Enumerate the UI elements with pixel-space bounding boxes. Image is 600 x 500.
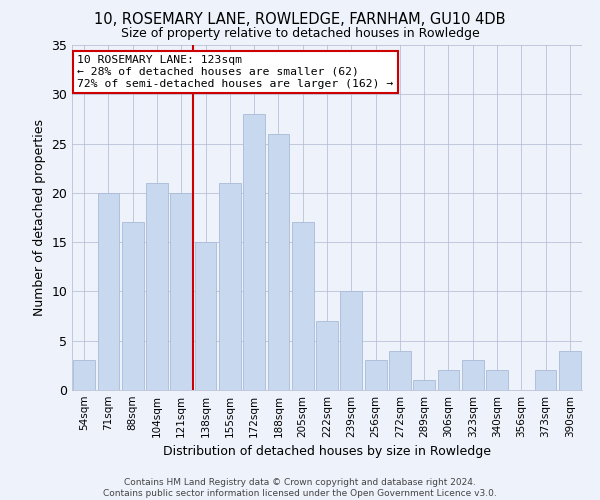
Bar [437, 370, 460, 390]
Bar [559, 350, 581, 390]
Bar [316, 321, 338, 390]
Y-axis label: Number of detached properties: Number of detached properties [33, 119, 46, 316]
Bar [97, 193, 119, 390]
Bar [535, 370, 556, 390]
Bar [413, 380, 435, 390]
Text: Contains HM Land Registry data © Crown copyright and database right 2024.
Contai: Contains HM Land Registry data © Crown c… [103, 478, 497, 498]
Bar [194, 242, 217, 390]
Bar [73, 360, 95, 390]
Bar [389, 350, 411, 390]
Bar [219, 183, 241, 390]
Bar [122, 222, 143, 390]
Text: 10, ROSEMARY LANE, ROWLEDGE, FARNHAM, GU10 4DB: 10, ROSEMARY LANE, ROWLEDGE, FARNHAM, GU… [94, 12, 506, 28]
Bar [170, 193, 192, 390]
X-axis label: Distribution of detached houses by size in Rowledge: Distribution of detached houses by size … [163, 446, 491, 458]
Bar [146, 183, 168, 390]
Bar [292, 222, 314, 390]
Bar [243, 114, 265, 390]
Text: Size of property relative to detached houses in Rowledge: Size of property relative to detached ho… [121, 28, 479, 40]
Text: 10 ROSEMARY LANE: 123sqm
← 28% of detached houses are smaller (62)
72% of semi-d: 10 ROSEMARY LANE: 123sqm ← 28% of detach… [77, 56, 394, 88]
Bar [268, 134, 289, 390]
Bar [340, 292, 362, 390]
Bar [462, 360, 484, 390]
Bar [365, 360, 386, 390]
Bar [486, 370, 508, 390]
